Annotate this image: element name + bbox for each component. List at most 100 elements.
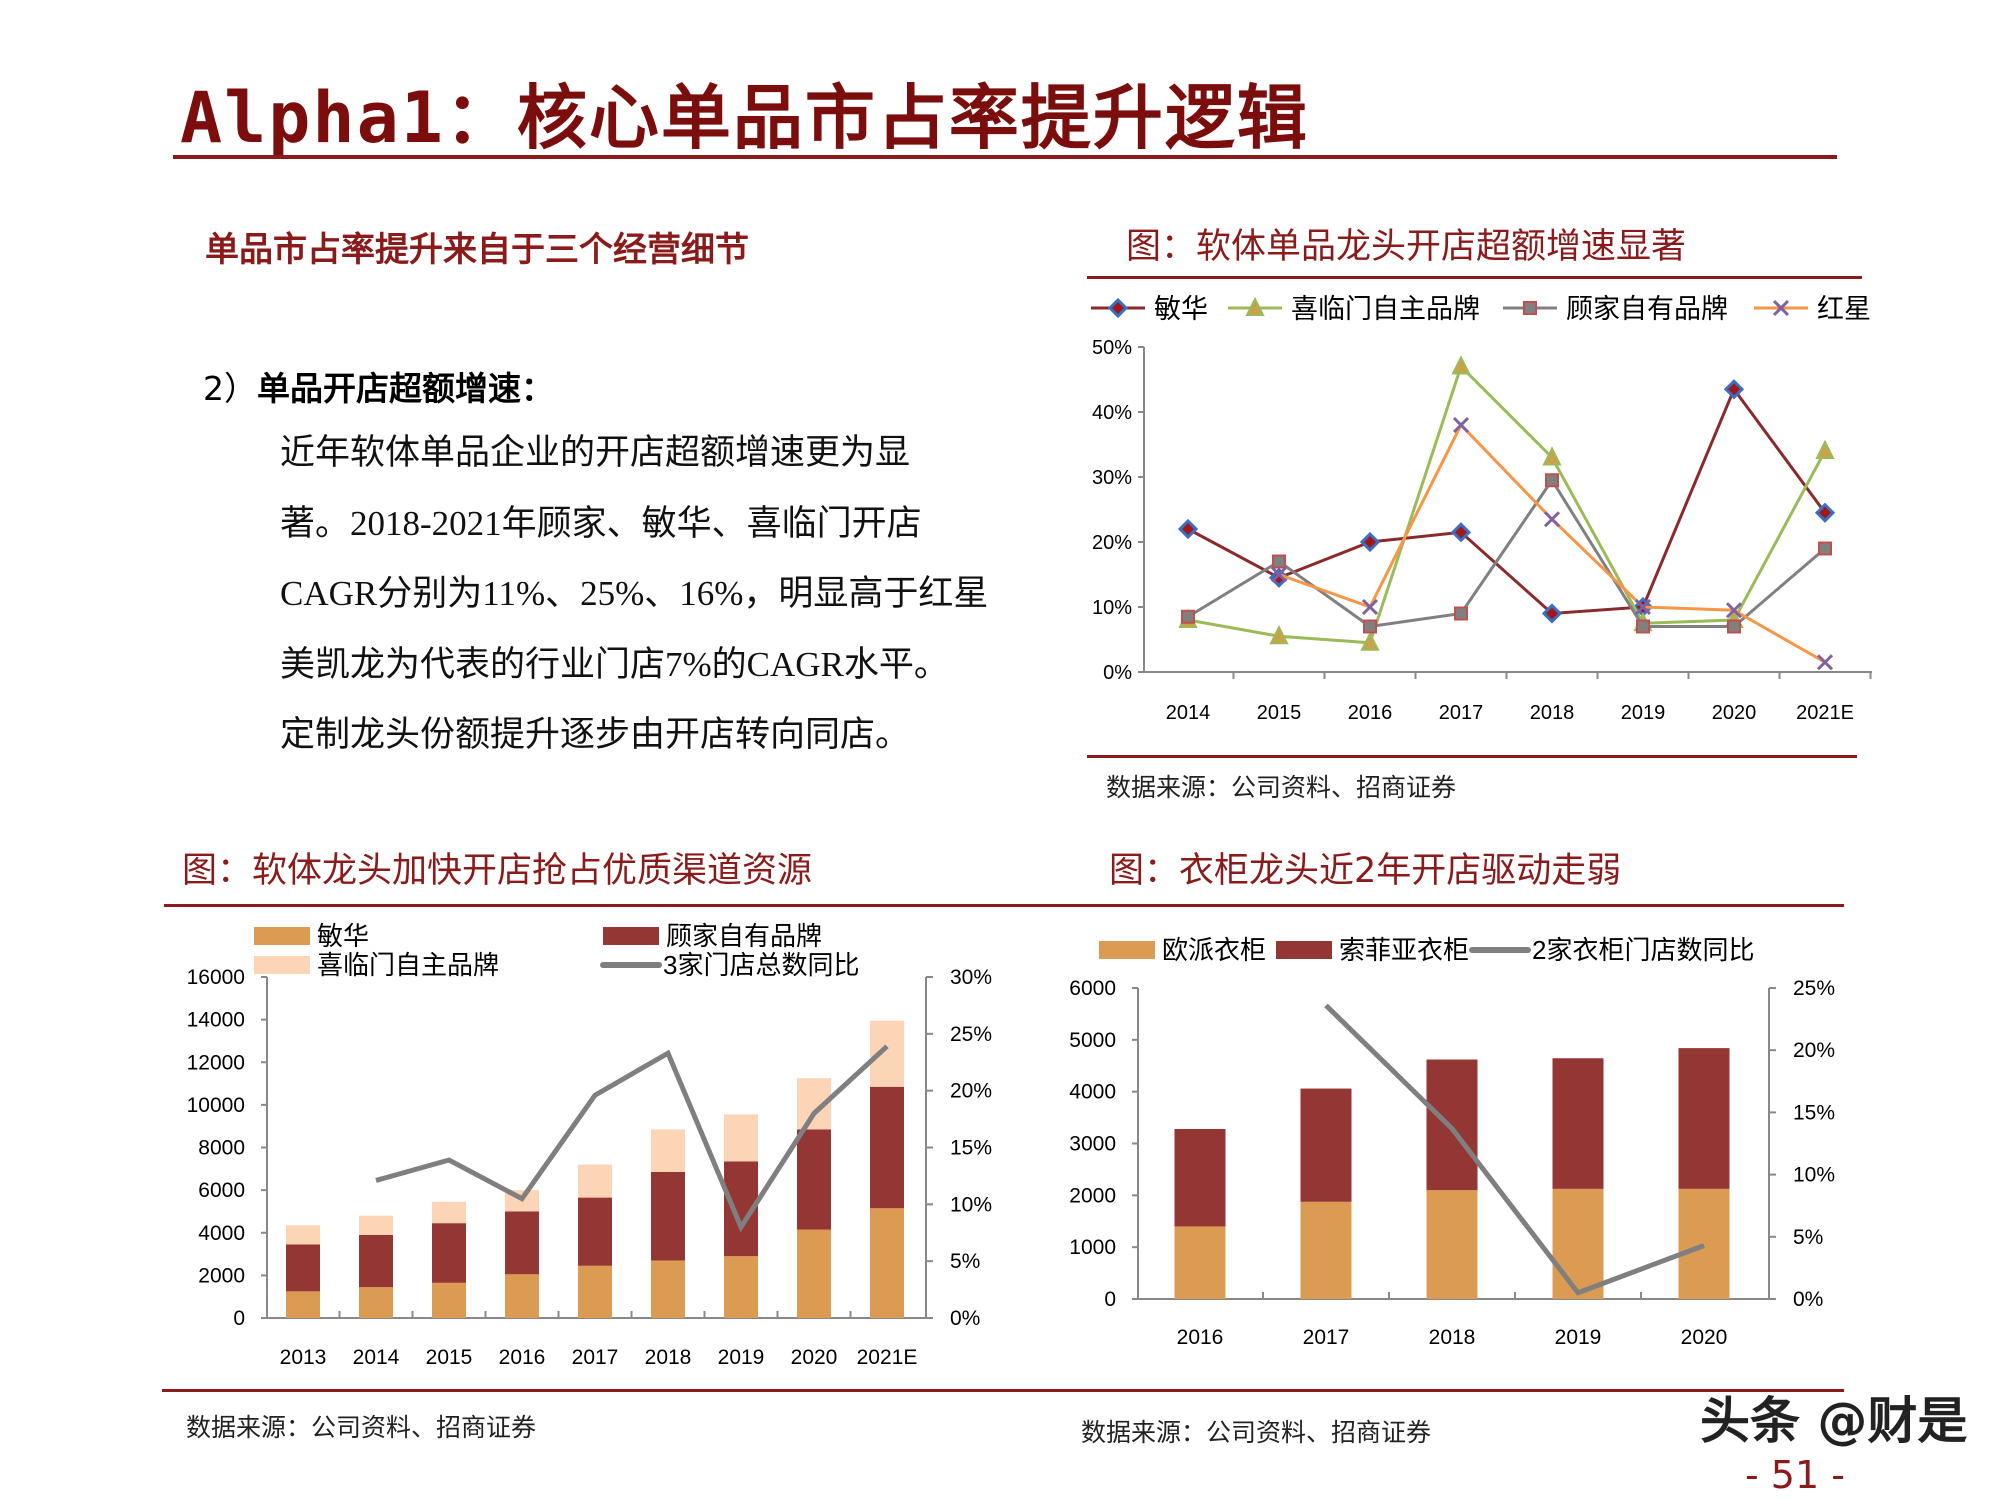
chart3-bar-segment	[1678, 1188, 1730, 1299]
chart2-y2-tick-label: 10%	[950, 1193, 992, 1216]
chart3-bar-segment	[1174, 1226, 1226, 1299]
section-subtitle: 单品市占率提升来自于三个经营细节	[205, 230, 749, 270]
chart2-legend-label: 喜临门自主品牌	[317, 950, 499, 980]
chart3-y2-tick-label: 5%	[1793, 1226, 1823, 1249]
chart1-x-tick-label: 2021E	[1796, 702, 1854, 724]
square-marker	[1818, 541, 1832, 556]
chart3-x-tick-label: 2018	[1429, 1326, 1476, 1349]
chart2-legend-label: 敏华	[317, 921, 369, 951]
chart2-bar-segment	[578, 1197, 612, 1266]
chart2-x-tick-label: 2020	[791, 1346, 838, 1369]
section-heading-text: 单品开店超额增速：	[257, 369, 554, 408]
chart1-x-tick-label: 2015	[1257, 702, 1302, 724]
chart1-bottom-rule	[1087, 755, 1857, 758]
square-marker	[1454, 606, 1468, 621]
chart3-y2-tick-label: 0%	[1793, 1288, 1823, 1311]
chart2-x-tick-label: 2018	[645, 1346, 692, 1369]
charts-bottom-rule	[162, 1389, 1844, 1392]
chart1-y-tick-label: 40%	[1092, 402, 1132, 424]
chart1-y-tick-label: 20%	[1092, 532, 1132, 554]
chart3-legend-swatch	[1099, 941, 1155, 959]
page-number: - 51 -	[1745, 1453, 1845, 1497]
chart2-bar-segment	[432, 1223, 466, 1283]
chart1-y-tick-label: 50%	[1092, 337, 1132, 359]
chart2-title: 图：软体龙头加快开店抢占优质渠道资源	[182, 851, 813, 891]
chart2-legend-swatch	[603, 927, 659, 945]
chart2-legend-label: 顾家自有品牌	[666, 921, 822, 951]
chart2-legend-label: 3家门店总数同比	[663, 950, 859, 980]
chart1-x-tick-label: 2016	[1348, 702, 1393, 724]
chart3-bar-segment	[1552, 1058, 1604, 1189]
chart2-bar-segment	[359, 1234, 393, 1288]
chart2-y2-tick-label: 15%	[950, 1137, 992, 1160]
chart1-legend-label: 敏华	[1154, 294, 1208, 324]
square-marker	[1545, 473, 1559, 488]
chart2-bar-segment	[286, 1244, 320, 1292]
diamond-marker	[1814, 502, 1836, 523]
chart2-bar-segment	[578, 1164, 612, 1198]
x-marker	[1725, 602, 1743, 619]
chart1-y-tick-label: 0%	[1103, 662, 1132, 684]
chart2-x-tick-label: 2013	[280, 1346, 327, 1369]
chart2-bar-segment	[870, 1208, 904, 1318]
chart2-y2-tick-label: 30%	[950, 966, 992, 989]
chart3-y-tick-label: 2000	[1069, 1184, 1116, 1207]
chart3-x-tick-label: 2019	[1555, 1326, 1602, 1349]
chart1-title: 图：软体单品龙头开店超额增速显著	[1126, 227, 1687, 267]
x-marker	[1634, 598, 1652, 616]
chart2-y-tick-label: 14000	[187, 1009, 245, 1032]
chart3-y2-tick-label: 20%	[1793, 1039, 1835, 1062]
diamond-marker	[1359, 531, 1381, 553]
chart3-y-tick-label: 6000	[1069, 977, 1116, 1000]
chart2-bar-segment	[870, 1020, 904, 1087]
chart1-series-line	[1187, 477, 1826, 629]
chart3-bar-segment	[1552, 1188, 1604, 1299]
chart3-y-tick-label: 5000	[1069, 1029, 1116, 1052]
diamond-marker	[1541, 603, 1563, 624]
chart2-legend-swatch	[254, 927, 310, 945]
chart2-bar-segment	[797, 1229, 831, 1318]
chart3-title: 图：衣柜龙头近2年开店驱动走弱	[1109, 851, 1622, 891]
chart1-x-tick-label: 2020	[1712, 702, 1757, 724]
x-marker	[1543, 511, 1561, 528]
paragraph-line: 定制龙头份额提升逐步由开店转向同店。	[280, 715, 911, 754]
chart2-y-tick-label: 12000	[187, 1051, 245, 1074]
paragraph-line: 近年软体单品企业的开店超额增速更为显	[280, 433, 911, 472]
chart2-bar-segment	[651, 1129, 685, 1173]
chart2-y-tick-label: 2000	[198, 1264, 245, 1287]
triangle-marker	[1360, 631, 1380, 651]
chart2-y2-tick-label: 5%	[950, 1250, 980, 1273]
chart1-y-tick-label: 10%	[1092, 597, 1132, 619]
chart1-series-line	[1187, 363, 1827, 645]
chart3-bar-segment	[1174, 1128, 1226, 1227]
triangle-marker	[1815, 439, 1835, 459]
chart2-y2-tick-label: 20%	[950, 1080, 992, 1103]
chart2-bar-segment	[432, 1282, 466, 1318]
chart2-bar-segment	[505, 1274, 539, 1318]
chart2-bar-segment	[359, 1287, 393, 1318]
chart2-bar-segment	[724, 1256, 758, 1318]
chart3-legend-label: 索菲亚衣柜	[1339, 935, 1469, 965]
chart2-bar-segment	[797, 1129, 831, 1230]
chart2-x-tick-label: 2016	[499, 1346, 546, 1369]
chart2-source: 数据来源：公司资料、招商证券	[186, 1413, 537, 1442]
square-marker	[1727, 619, 1741, 634]
chart2-y2-tick-label: 0%	[950, 1307, 980, 1330]
chart2-bar-segment	[286, 1291, 320, 1318]
chart2-y-tick-label: 8000	[198, 1137, 245, 1160]
triangle-marker	[1245, 296, 1265, 316]
chart3-x-tick-label: 2017	[1303, 1326, 1350, 1349]
chart2-bar-segment	[870, 1086, 904, 1209]
diamond-marker	[1723, 379, 1745, 400]
chart2-bar-segment	[578, 1265, 612, 1318]
square-marker	[1272, 554, 1286, 569]
square-marker	[1636, 619, 1650, 634]
chart2-y2-tick-label: 25%	[950, 1023, 992, 1046]
triangle-marker	[1542, 446, 1562, 466]
chart3-y-tick-label: 4000	[1069, 1081, 1116, 1104]
chart3-y-tick-label: 0	[1104, 1288, 1116, 1311]
chart2-bar-segment	[359, 1215, 393, 1235]
chart1-top-rule	[1087, 276, 1862, 279]
chart1-x-tick-label: 2017	[1439, 702, 1484, 724]
chart2-bar-segment	[651, 1172, 685, 1261]
